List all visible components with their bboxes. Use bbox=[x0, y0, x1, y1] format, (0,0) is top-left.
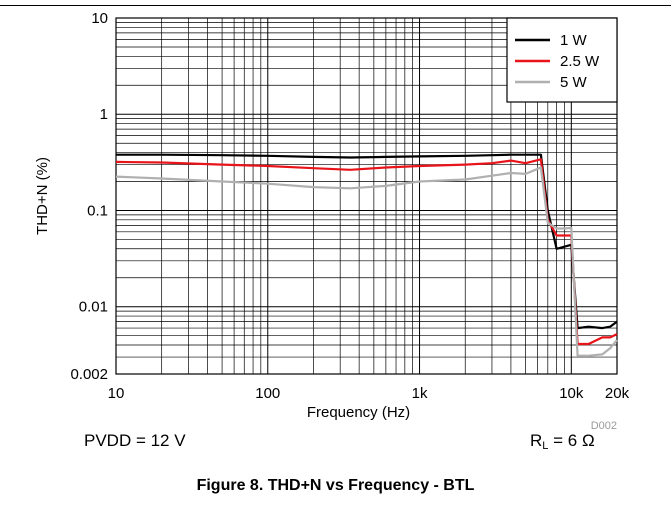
x-tick-label: 20k bbox=[605, 385, 630, 402]
series-line-2-5-w bbox=[115, 158, 618, 346]
figure-caption: Figure 8. THD+N vs Frequency - BTL bbox=[196, 477, 475, 494]
y-tick-label: 0.01 bbox=[79, 299, 108, 316]
legend-label: 5 W bbox=[560, 74, 588, 91]
y-tick-label: 0.1 bbox=[87, 202, 108, 219]
figure-code-label: D002 bbox=[591, 420, 617, 430]
x-tick-label: 10 bbox=[108, 385, 125, 402]
series-line-1-w bbox=[116, 153, 618, 330]
x-tick-label: 100 bbox=[255, 385, 280, 402]
y-tick-label: 0.002 bbox=[70, 366, 108, 383]
top-rule bbox=[0, 5, 671, 6]
x-tick-label: 1k bbox=[412, 385, 428, 402]
y-tick-label: 10 bbox=[91, 10, 108, 27]
legend-label: 2.5 W bbox=[560, 53, 600, 70]
y-tick-label: 1 bbox=[100, 106, 108, 123]
x-axis-label: Frequency (Hz) bbox=[307, 404, 410, 421]
plot-frame bbox=[115, 17, 618, 375]
series-line-5-w bbox=[115, 166, 618, 357]
condition-rl: RL = 6 Ω bbox=[530, 431, 595, 452]
x-tick-label: 10k bbox=[559, 385, 584, 402]
y-axis-label: THD+N (%) bbox=[34, 157, 51, 235]
legend-label: 1 W bbox=[560, 32, 588, 49]
condition-rl-subscript: L bbox=[542, 440, 549, 452]
condition-rl-symbol: R bbox=[530, 431, 543, 450]
condition-pvdd: PVDD = 12 V bbox=[84, 431, 186, 450]
thd-chart: 0.002 0.01 0.1 1 10 10 100 1k 10k 20k Frequency (H… bbox=[34, 10, 630, 430]
condition-rl-value: = 6 Ω bbox=[548, 431, 595, 450]
